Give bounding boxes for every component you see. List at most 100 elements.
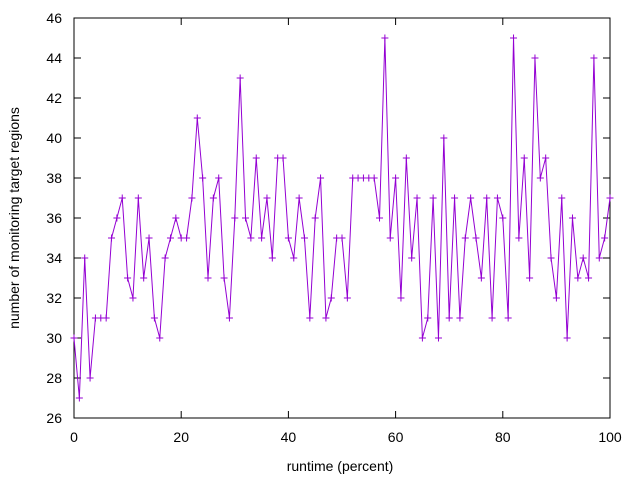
data-point xyxy=(402,154,410,162)
data-point xyxy=(247,234,255,242)
data-point xyxy=(113,214,121,222)
y-tick-label: 30 xyxy=(46,330,62,346)
data-series xyxy=(70,34,614,402)
data-point xyxy=(118,194,126,202)
x-tick-label: 0 xyxy=(70,429,78,445)
data-point xyxy=(317,174,325,182)
data-point xyxy=(408,254,416,262)
data-point xyxy=(231,214,239,222)
x-tick-label: 40 xyxy=(281,429,297,445)
data-point xyxy=(531,54,539,62)
data-point xyxy=(520,154,528,162)
data-point xyxy=(445,314,453,322)
series-line xyxy=(73,37,611,399)
data-point xyxy=(601,234,609,242)
data-point xyxy=(161,254,169,262)
data-point xyxy=(392,174,400,182)
data-point xyxy=(70,334,78,342)
data-point xyxy=(129,294,137,302)
data-point xyxy=(542,154,550,162)
data-point xyxy=(204,274,212,282)
data-point xyxy=(606,194,614,202)
data-point xyxy=(418,334,426,342)
data-point xyxy=(477,274,485,282)
data-point xyxy=(86,374,94,382)
data-point xyxy=(515,234,523,242)
data-point xyxy=(386,234,394,242)
data-point xyxy=(134,194,142,202)
data-point xyxy=(579,254,587,262)
data-point xyxy=(268,254,276,262)
data-point xyxy=(526,274,534,282)
data-point xyxy=(424,314,432,322)
data-point xyxy=(472,234,480,242)
y-tick-label: 46 xyxy=(46,10,62,26)
data-point xyxy=(290,254,298,262)
data-point xyxy=(209,194,217,202)
data-point xyxy=(225,314,233,322)
data-point xyxy=(440,134,448,142)
data-point xyxy=(263,194,271,202)
data-point xyxy=(574,274,582,282)
y-tick-label: 42 xyxy=(46,90,62,106)
plot-frame xyxy=(73,17,611,419)
data-point xyxy=(338,234,346,242)
y-tick-label: 34 xyxy=(46,250,62,266)
y-tick-label: 36 xyxy=(46,210,62,226)
data-point xyxy=(456,314,464,322)
data-point xyxy=(188,194,196,202)
data-point xyxy=(183,234,191,242)
y-tick-label: 26 xyxy=(46,410,62,426)
data-point xyxy=(199,174,207,182)
data-point xyxy=(343,294,351,302)
data-point xyxy=(215,174,223,182)
data-point xyxy=(295,194,303,202)
data-point xyxy=(397,294,405,302)
x-tick-label: 60 xyxy=(388,429,404,445)
data-point xyxy=(124,274,132,282)
data-point xyxy=(108,234,116,242)
data-point xyxy=(461,234,469,242)
data-point xyxy=(81,254,89,262)
data-point xyxy=(590,54,598,62)
data-point xyxy=(258,234,266,242)
data-point xyxy=(220,274,228,282)
x-tick-label: 100 xyxy=(598,429,622,445)
data-point xyxy=(595,254,603,262)
data-point xyxy=(370,174,378,182)
y-tick-label: 28 xyxy=(46,370,62,386)
axes xyxy=(73,17,611,419)
data-point xyxy=(563,334,571,342)
data-point xyxy=(568,214,576,222)
data-point xyxy=(252,154,260,162)
data-point xyxy=(311,214,319,222)
data-point xyxy=(75,394,83,402)
data-point xyxy=(376,214,384,222)
data-point xyxy=(242,214,250,222)
x-axis-label: runtime (percent) xyxy=(287,458,394,474)
data-point xyxy=(552,294,560,302)
data-point xyxy=(279,154,287,162)
data-point xyxy=(493,194,501,202)
y-tick-label: 44 xyxy=(46,50,62,66)
data-point xyxy=(381,34,389,42)
data-point xyxy=(150,314,158,322)
data-point xyxy=(510,34,518,42)
data-point xyxy=(166,234,174,242)
data-point xyxy=(172,214,180,222)
data-point xyxy=(140,274,148,282)
data-point xyxy=(483,194,491,202)
data-point xyxy=(585,274,593,282)
data-point xyxy=(306,314,314,322)
data-point xyxy=(499,214,507,222)
x-tick-label: 80 xyxy=(495,429,511,445)
ticks: 0 20 40 60 80 100 26 28 30 32 34 36 38 40 42 44 46 xyxy=(46,10,621,445)
x-tick-label: 20 xyxy=(173,429,189,445)
data-point xyxy=(413,194,421,202)
data-point xyxy=(558,194,566,202)
y-tick-label: 38 xyxy=(46,170,62,186)
data-point xyxy=(193,114,201,122)
data-point xyxy=(284,234,292,242)
data-point xyxy=(547,254,555,262)
y-tick-label: 32 xyxy=(46,290,62,306)
